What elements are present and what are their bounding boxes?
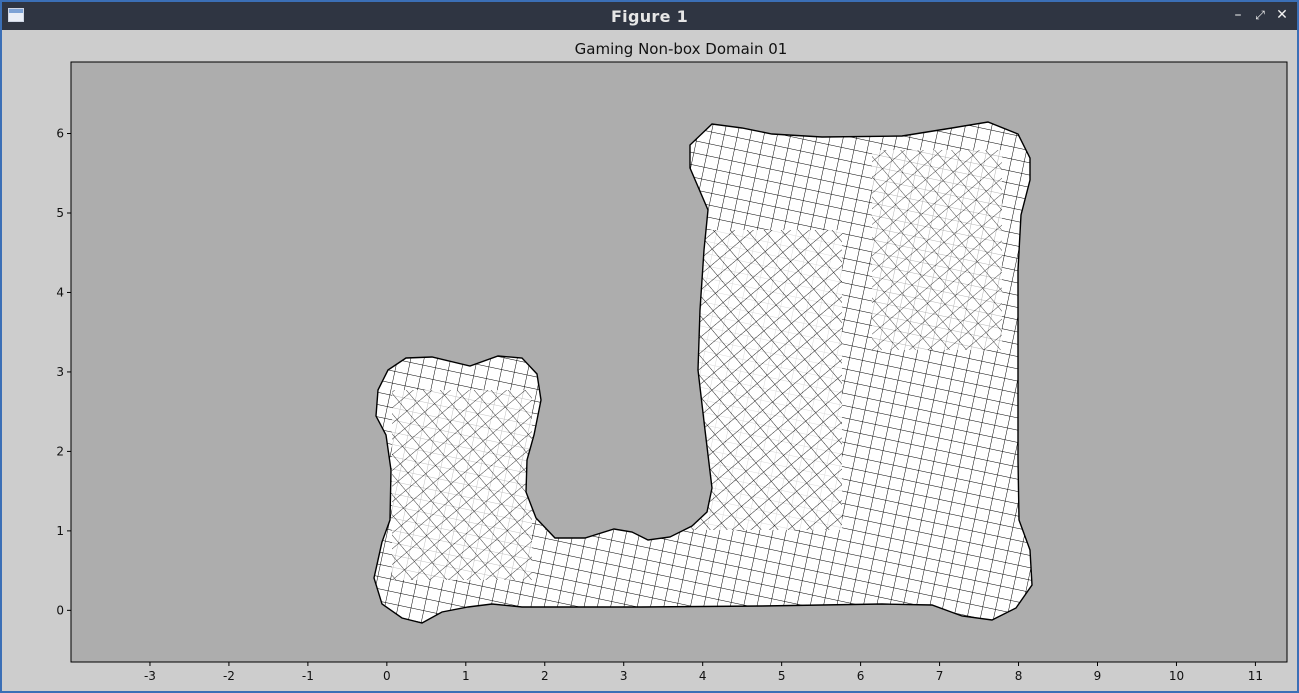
x-tick-label: 9	[1094, 669, 1102, 683]
x-axis: -3 -2 -1 0 1 2 3 4 5 6 7 8 9 10 11	[144, 662, 1263, 683]
y-tick-label: 1	[56, 524, 64, 538]
figure-canvas: Gaming Non-box Domain 01 -3 -2 -1 0 1 2 3 4 5 6 7 8…	[56, 40, 1288, 683]
maximize-button[interactable]: ⤢	[1255, 8, 1265, 22]
minimize-button[interactable]: –	[1234, 7, 1242, 23]
x-tick-label: 8	[1015, 669, 1023, 683]
app-window-icon	[8, 8, 24, 22]
x-tick-label: -3	[144, 669, 156, 683]
plot-title: Gaming Non-box Domain 01	[575, 40, 788, 58]
y-tick-label: 0	[56, 603, 64, 617]
x-tick-label: -1	[302, 669, 314, 683]
title-bar[interactable]: Figure 1 – ⤢ ✕	[2, 2, 1297, 30]
x-tick-label: 6	[857, 669, 865, 683]
x-tick-label: 5	[778, 669, 786, 683]
y-tick-label: 6	[56, 127, 64, 141]
x-tick-label: 10	[1169, 669, 1184, 683]
x-tick-label: 7	[936, 669, 944, 683]
x-tick-label: 11	[1248, 669, 1263, 683]
close-button[interactable]: ✕	[1276, 7, 1288, 23]
x-tick-label: 3	[620, 669, 628, 683]
x-tick-label: 0	[383, 669, 391, 683]
x-tick-label: 1	[462, 669, 470, 683]
x-tick-label: -2	[223, 669, 235, 683]
y-tick-label: 3	[56, 365, 64, 379]
y-tick-label: 4	[56, 285, 64, 299]
y-axis: 0 1 2 3 4 5 6	[56, 127, 71, 617]
x-tick-label: 4	[699, 669, 707, 683]
x-tick-label: 2	[541, 669, 549, 683]
window-title: Figure 1	[610, 7, 689, 26]
y-tick-label: 5	[56, 206, 64, 220]
y-tick-label: 2	[56, 444, 64, 458]
